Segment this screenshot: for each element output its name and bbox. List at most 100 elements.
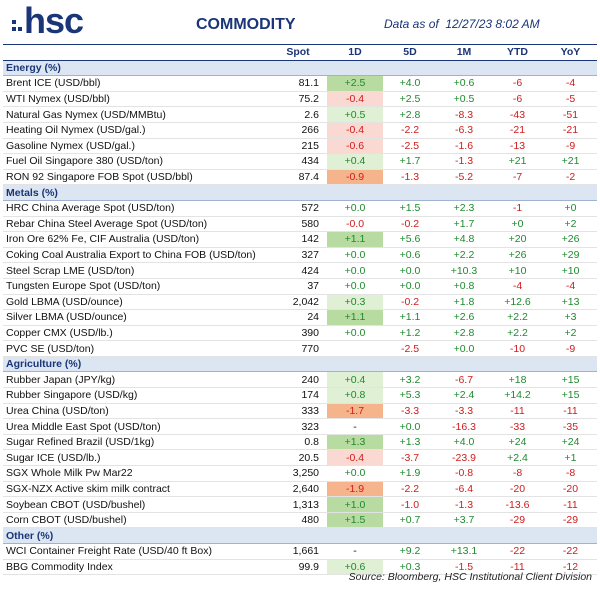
data-row: Corn CBOT (USD/bushel) 480 +1.5 +0.7 +3.7 -29… [3,512,597,529]
value-cell: -20 [544,481,597,498]
value-cell: +2.2 [491,309,544,326]
value-cell: -2 [544,169,597,186]
value-cell: -7 [491,169,544,186]
value-cell: +0.0 [327,465,383,482]
value-cell: -8 [544,465,597,482]
value-cell: +0.0 [327,200,383,217]
column-header: YTD [491,44,544,61]
value-cell: +0.6 [383,247,437,264]
value-cell: 0.8 [269,434,327,451]
value-cell: +0 [544,200,597,217]
value-cell: -0.8 [437,465,491,482]
data-row: Rebar China Steel Average Spot (USD/ton)… [3,216,597,233]
section-label: Other (%) [3,527,597,544]
item-name: SGX-NZX Active skim milk contract [3,481,269,498]
data-row: WCI Container Freight Rate (USD/40 ft Bo… [3,543,597,560]
value-cell: 81.1 [269,75,327,92]
item-name: Sugar Refined Brazil (USD/1kg) [3,434,269,451]
value-cell: +1.1 [327,231,383,248]
item-name: WCI Container Freight Rate (USD/40 ft Bo… [3,543,269,560]
value-cell: +21 [491,153,544,170]
item-name: Soybean CBOT (USD/bushel) [3,496,269,513]
value-cell: +0.8 [437,278,491,295]
data-row: Rubber Singapore (USD/kg) 174 +0.8 +5.3 +2.4… [3,387,597,404]
value-cell: +10 [491,262,544,279]
data-row: Rubber Japan (JPY/kg) 240 +0.4 +3.2 -6.7 +18 +… [3,371,597,389]
value-cell: +0.5 [327,106,383,123]
value-cell: +1 [544,449,597,467]
data-row: Fuel Oil Singapore 380 (USD/ton) 434 +0.4 +… [3,153,597,170]
value-cell: -9 [544,340,597,357]
value-cell: -11 [491,559,544,576]
value-cell: 1,661 [269,543,327,560]
item-name: Sugar ICE (USD/lb.) [3,449,269,467]
item-name: Urea Middle East Spot (USD/ton) [3,418,269,435]
value-cell: -2.5 [383,138,437,155]
value-cell: +1.3 [327,434,383,451]
value-cell: 770 [269,340,327,357]
value-cell: 424 [269,262,327,279]
data-row: Sugar Refined Brazil (USD/1kg) 0.8 +1.3 +1.… [3,434,597,451]
header-cell [3,44,269,61]
value-cell: 2,042 [269,294,327,311]
value-cell: 99.9 [269,559,327,576]
value-cell: -3.3 [383,403,437,420]
value-cell: -51 [544,106,597,123]
value-cell: -33 [491,418,544,435]
value-cell: +1.1 [327,309,383,326]
value-cell: +18 [491,371,544,389]
value-cell: +26 [491,247,544,264]
item-name: Urea China (USD/ton) [3,403,269,420]
value-cell: -2.2 [383,122,437,139]
commodity-table: Spot 1D 5D 1M YTD YoY Energy (%) Brent ICE (US… [3,44,597,576]
item-name: PVC SE (USD/ton) [3,340,269,357]
item-name: Brent ICE (USD/bbl) [3,75,269,92]
section-row: Agriculture (%) [3,356,597,373]
value-cell: +1.3 [383,434,437,451]
value-cell: +0.6 [437,75,491,92]
data-row: RON 92 Singapore FOB Spot (USD/bbl) 87.4-… [3,169,597,186]
value-cell: -0.4 [327,122,383,139]
value-cell: -22 [544,543,597,560]
value-cell: 215 [269,138,327,155]
value-cell: +2.4 [437,387,491,404]
value-cell: -3.3 [437,403,491,420]
data-row: Gasoline Nymex (USD/gal.) 215 -0.6 -2.5 -1.6… [3,138,597,155]
value-cell: -0.4 [327,449,383,467]
item-name: Coking Coal Australia Export to China FO… [3,247,269,264]
item-name: Steel Scrap LME (USD/ton) [3,262,269,279]
item-name: Rubber Singapore (USD/kg) [3,387,269,404]
value-cell: +1.9 [383,465,437,482]
value-cell: +14.2 [491,387,544,404]
value-cell: +0.0 [383,278,437,295]
value-cell: +1.2 [383,325,437,342]
value-cell: +0.0 [327,325,383,342]
item-name: Iron Ore 62% Fe, CIF Australia (USD/ton) [3,231,269,248]
value-cell: +0.0 [383,418,437,435]
item-name: HRC China Average Spot (USD/ton) [3,200,269,217]
value-cell: -1.0 [383,496,437,513]
data-row: HRC China Average Spot (USD/ton) 572 +0.0 +… [3,200,597,217]
value-cell: +2.4 [491,449,544,467]
value-cell: +1.5 [383,200,437,217]
value-cell: +0.0 [383,262,437,279]
value-cell: 266 [269,122,327,139]
value-cell [327,340,383,357]
value-cell: -2.2 [383,481,437,498]
value-cell: +0.8 [327,387,383,404]
item-name: WTI Nymex (USD/bbl) [3,91,269,108]
value-cell: -6.3 [437,122,491,139]
column-header: YoY [544,44,597,61]
value-cell: 3,250 [269,465,327,482]
value-cell: -0.0 [327,216,383,233]
value-cell: 24 [269,309,327,326]
value-cell: -16.3 [437,418,491,435]
value-cell: +0.7 [383,512,437,529]
logo-dot [12,27,16,31]
value-cell: -1.3 [383,169,437,186]
value-cell: +12.6 [491,294,544,311]
value-cell: -29 [491,512,544,529]
value-cell: -11 [544,403,597,420]
header-row: Spot 1D 5D 1M YTD YoY [3,44,597,61]
value-cell: 2,640 [269,481,327,498]
